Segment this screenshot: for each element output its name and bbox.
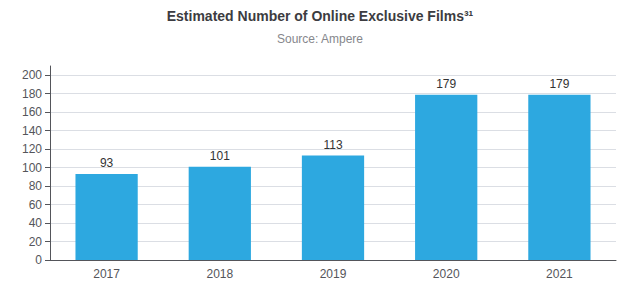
svg-text:0: 0	[35, 253, 42, 267]
svg-text:200: 200	[22, 68, 42, 82]
svg-text:160: 160	[22, 105, 42, 119]
svg-text:113: 113	[323, 138, 342, 152]
svg-text:Estimated Number of Online Exc: Estimated Number of Online Exclusive Fil…	[167, 8, 474, 24]
svg-text:2020: 2020	[433, 267, 460, 281]
svg-text:100: 100	[22, 161, 42, 175]
svg-text:101: 101	[210, 149, 230, 163]
svg-text:80: 80	[29, 179, 43, 193]
svg-text:20: 20	[29, 235, 43, 249]
svg-text:179: 179	[549, 77, 569, 91]
svg-text:2019: 2019	[320, 267, 347, 281]
svg-text:2017: 2017	[93, 267, 120, 281]
svg-text:60: 60	[29, 198, 43, 212]
svg-text:179: 179	[436, 77, 456, 91]
svg-text:Source: Ampere: Source: Ampere	[277, 32, 363, 46]
svg-text:2021: 2021	[546, 267, 573, 281]
svg-text:40: 40	[29, 216, 43, 230]
svg-text:2018: 2018	[206, 267, 233, 281]
svg-text:93: 93	[100, 156, 114, 170]
svg-text:180: 180	[22, 87, 42, 101]
svg-text:140: 140	[22, 124, 42, 138]
svg-text:120: 120	[22, 142, 42, 156]
